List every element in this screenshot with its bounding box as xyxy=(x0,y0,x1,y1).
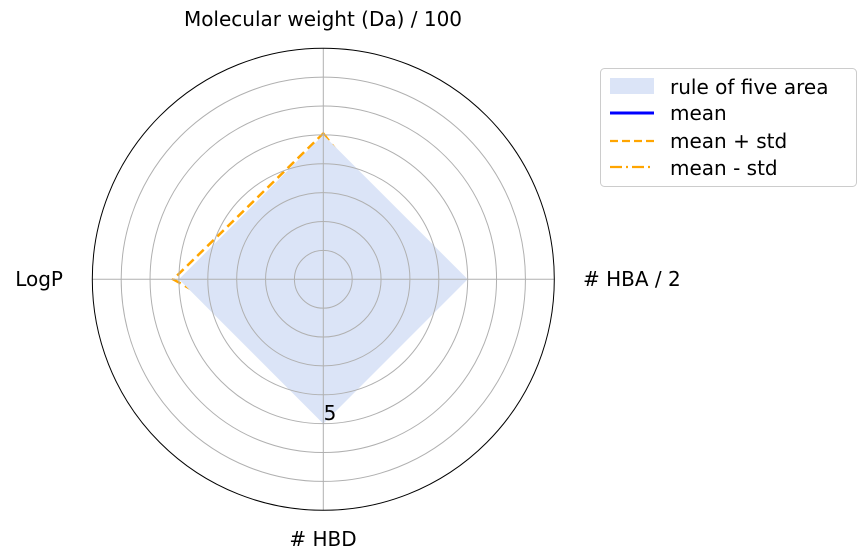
axis-label-hbd: # HBD xyxy=(289,527,356,551)
outer-spine xyxy=(91,47,555,511)
grid xyxy=(91,47,555,511)
legend-swatch-area xyxy=(610,78,654,94)
r-tick-label: 5 xyxy=(324,401,337,425)
legend-label: mean - std xyxy=(670,156,778,180)
legend: rule of five area mean mean + std mean -… xyxy=(600,68,857,187)
legend-label: rule of five area xyxy=(670,75,828,99)
legend-label: mean xyxy=(670,101,727,125)
axis-label-logp: LogP xyxy=(15,267,63,291)
legend-label: mean + std xyxy=(670,129,787,153)
axis-label-hba: # HBA / 2 xyxy=(583,267,681,291)
axis-label-mw: Molecular weight (Da) / 100 xyxy=(184,7,462,31)
